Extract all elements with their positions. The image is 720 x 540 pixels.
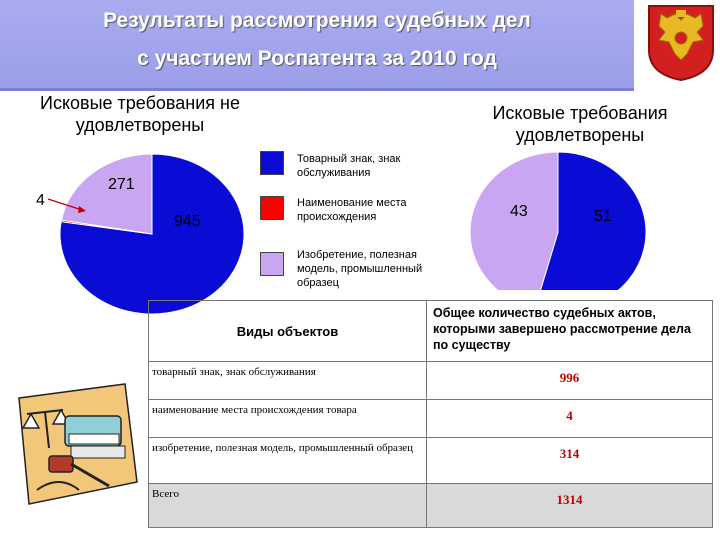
pie1-label-origin: 4 [36, 192, 45, 209]
table-cell-value: 996 [426, 361, 713, 400]
table-row: товарный знак, знак обслуживания 996 [148, 361, 713, 400]
table-row: изобретение, полезная модель, промышленн… [148, 437, 713, 484]
table-row: наименование места происхождения товара … [148, 399, 713, 438]
table-cell-label: товарный знак, знак обслуживания [148, 361, 427, 400]
title-underline [0, 88, 634, 91]
legend-label-invention: Изобретение, полезная модель, промышленн… [297, 249, 423, 289]
pie1-label-invention: 271 [108, 176, 135, 193]
law-clipart-icon [18, 383, 138, 505]
coat-of-arms-icon [648, 5, 714, 82]
page-title-line-1: Результаты рассмотрения судебных дел [103, 9, 531, 32]
pie1-title: Исковые требования не удовлетворены [40, 93, 240, 135]
table-cell-value: 1314 [426, 483, 713, 528]
table-header-row: Виды объектов Общее количество судебных … [148, 300, 713, 362]
pie1-label-trademark: 945 [174, 213, 201, 230]
pie2-slice-trademark [540, 151, 647, 290]
title-bar: Результаты рассмотрения судебных дел с у… [0, 0, 634, 91]
pie2-title: Исковые требования удовлетворены [492, 103, 668, 145]
table-cell-label: изобретение, полезная модель, промышленн… [148, 437, 427, 484]
legend-label-origin: Наименование места происхождения [297, 197, 407, 223]
table-header-object-type: Виды объектов [148, 300, 427, 362]
legend-swatch-trademark [260, 151, 284, 175]
pie-chart-not-satisfied [60, 153, 245, 315]
pie-chart-satisfied [470, 151, 647, 290]
pie1-slice-trademark [60, 153, 245, 315]
table-cell-label: Всего [148, 483, 427, 528]
table-cell-label: наименование места происхождения товара [148, 399, 427, 438]
pie1-slice-invention [60, 153, 153, 235]
summary-table: Виды объектов Общее количество судебных … [148, 300, 713, 528]
table-cell-value: 4 [426, 399, 713, 438]
legend-label-trademark: Товарный знак, знак обслуживания [297, 153, 401, 179]
table-total-row: Всего 1314 [148, 483, 713, 528]
pie2-label-invention: 43 [510, 203, 528, 220]
pie2-slice-invention [470, 151, 559, 290]
table-header-total: Общее количество судебных актов, которым… [426, 300, 713, 362]
page-title-line-2: с участием Роспатента за 2010 год [137, 47, 497, 70]
legend-swatch-origin [260, 196, 284, 220]
legend-swatch-invention [260, 252, 284, 276]
table-cell-value: 314 [426, 437, 713, 484]
pie1-origin-leader-line [47, 198, 86, 213]
pie2-label-trademark: 51 [594, 208, 612, 225]
